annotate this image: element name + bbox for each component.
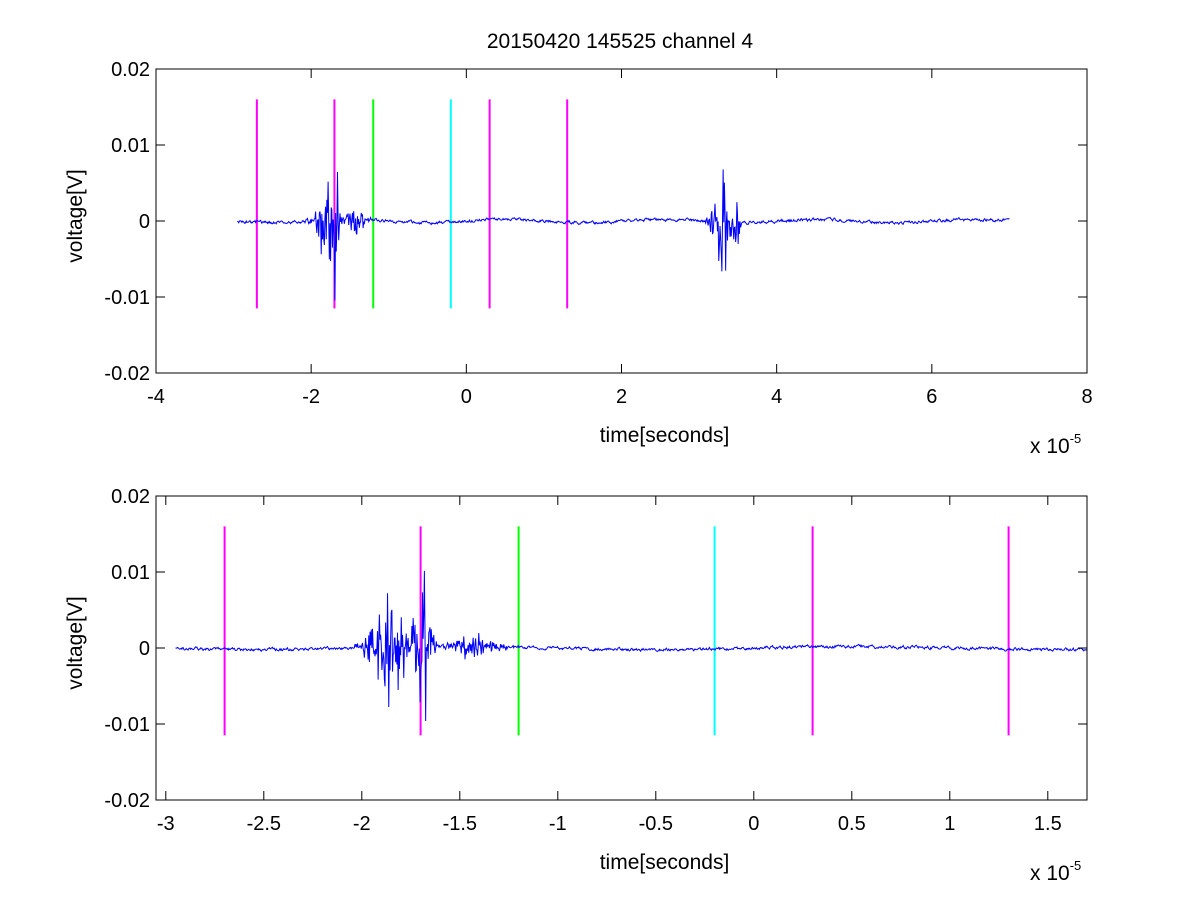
bottom-x-ticks: -3 -2.5 -2 -1.5 -1 -0.5 0 0.5 1 1.5	[157, 496, 1062, 835]
x-tick-label: -2	[353, 813, 371, 835]
x-tick-label: -1.5	[443, 813, 477, 835]
x-tick-label: -0.5	[639, 813, 673, 835]
x-tick-label: 2	[616, 386, 627, 408]
x-tick-label: -2	[302, 386, 320, 408]
y-tick-label: 0	[139, 211, 150, 233]
voltage-trace	[237, 169, 1010, 301]
y-tick-label: 0.01	[111, 135, 150, 157]
top-subplot: 20150420 145525 channel 4 -4 -2 0 2 4 6 8 -0.0…	[64, 30, 1093, 458]
x-tick-label: -1	[549, 813, 567, 835]
top-x-multiplier: x 10-5	[1030, 431, 1081, 458]
x-tick-label: 8	[1081, 386, 1092, 408]
x-tick-label: 6	[926, 386, 937, 408]
bottom-subplot: -3 -2.5 -2 -1.5 -1 -0.5 0 0.5 1 1.5 -0.02 -0.01 0 0.…	[64, 486, 1088, 885]
x-tick-label: 0	[461, 386, 472, 408]
chart-title: 20150420 145525 channel 4	[487, 30, 754, 53]
y-tick-label: 0.02	[111, 486, 150, 508]
y-tick-label: -0.01	[104, 714, 150, 736]
x-tick-label: -3	[157, 813, 175, 835]
x-tick-label: -4	[147, 386, 165, 408]
top-markers	[255, 99, 569, 309]
top-y-axis-label: voltage[V]	[64, 169, 87, 262]
top-y-ticks: -0.02 -0.01 0 0.01 0.02	[104, 59, 1087, 385]
y-tick-label: -0.02	[104, 363, 150, 385]
x-tick-label: -2.5	[247, 813, 281, 835]
bottom-x-multiplier: x 10-5	[1030, 858, 1081, 885]
bottom-markers	[223, 526, 1010, 736]
x-tick-label: 0.5	[838, 813, 866, 835]
bottom-y-ticks: -0.02 -0.01 0 0.01 0.02	[104, 486, 1087, 812]
top-x-ticks: -4 -2 0 2 4 6 8	[147, 69, 1093, 408]
y-tick-label: -0.02	[104, 790, 150, 812]
y-tick-label: 0.02	[111, 59, 150, 81]
x-tick-label: 0	[748, 813, 759, 835]
y-tick-label: -0.01	[104, 287, 150, 309]
top-x-axis-label: time[seconds]	[600, 424, 730, 447]
y-tick-label: 0.01	[111, 562, 150, 584]
x-tick-label: 1	[944, 813, 955, 835]
x-tick-label: 1.5	[1034, 813, 1062, 835]
bottom-y-axis-label: voltage[V]	[64, 596, 87, 689]
top-signal	[237, 169, 1010, 301]
x-tick-label: 4	[771, 386, 782, 408]
voltage-trace	[175, 570, 1088, 721]
y-tick-label: 0	[139, 638, 150, 660]
bottom-x-axis-label: time[seconds]	[600, 851, 730, 874]
bottom-signal	[175, 570, 1088, 721]
